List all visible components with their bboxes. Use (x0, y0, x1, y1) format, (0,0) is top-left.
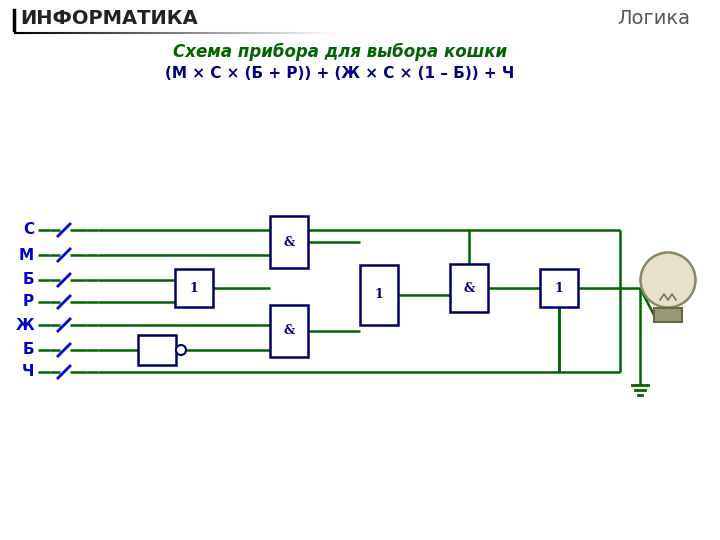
Bar (270, 305, 308, 357)
Bar (540, 269, 578, 307)
Bar (138, 335, 176, 365)
Text: Б: Б (22, 273, 34, 287)
Ellipse shape (641, 253, 696, 307)
Text: (М × С × (Б + Р)) + (Ж × С × (1 – Б)) + Ч: (М × С × (Б + Р)) + (Ж × С × (1 – Б)) + … (166, 66, 515, 82)
Bar (450, 264, 488, 312)
Text: Ж: Ж (15, 318, 34, 333)
Bar (270, 216, 308, 268)
Text: 1: 1 (554, 281, 563, 294)
Text: Б: Б (22, 342, 34, 357)
Text: Логика: Логика (617, 9, 690, 28)
Bar (654, 308, 682, 322)
Text: Ч: Ч (22, 364, 34, 380)
Text: М: М (19, 247, 34, 262)
Text: &: & (284, 235, 294, 248)
Text: &: & (284, 325, 294, 338)
Text: Схема прибора для выбора кошки: Схема прибора для выбора кошки (173, 43, 507, 61)
Text: 1: 1 (189, 281, 199, 294)
Text: &: & (464, 281, 474, 294)
Bar (175, 269, 213, 307)
Circle shape (176, 345, 186, 355)
Text: ИНФОРМАТИКА: ИНФОРМАТИКА (20, 9, 198, 28)
Text: Р: Р (23, 294, 34, 309)
Text: С: С (23, 222, 34, 238)
Bar (360, 265, 398, 325)
Text: 1: 1 (374, 288, 383, 301)
